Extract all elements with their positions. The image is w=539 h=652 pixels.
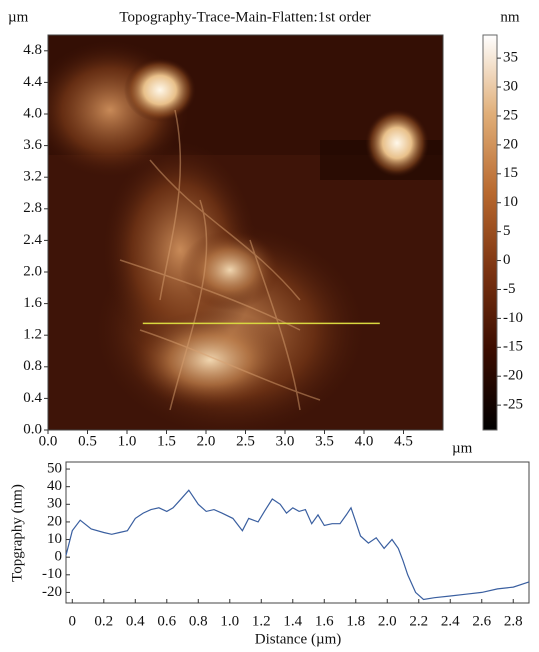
x-tick-label: 2.0 xyxy=(197,433,216,449)
x-tick-label: 1.4 xyxy=(283,613,302,629)
y-tick-label: 4.8 xyxy=(23,42,42,58)
x-tick-label: 2.0 xyxy=(378,613,397,629)
colorbar-tick-label: 15 xyxy=(503,165,518,181)
colorbar-tick-label: 30 xyxy=(503,78,518,94)
y-tick-label: 1.6 xyxy=(23,295,42,311)
colorbar-tick-label: -15 xyxy=(503,339,523,355)
x-tick-label: 2.8 xyxy=(504,613,523,629)
y-tick-label: -10 xyxy=(42,566,62,582)
y-tick-label: 2.0 xyxy=(23,263,42,279)
y-tick-label: 4.0 xyxy=(23,105,42,121)
x-unit: µm xyxy=(452,440,473,456)
colorbar-label: nm xyxy=(500,9,520,25)
y-tick-label: 40 xyxy=(47,478,62,494)
x-tick-label: 1.0 xyxy=(118,433,137,449)
x-tick-label: 2.4 xyxy=(441,613,460,629)
x-tick-label: 0.6 xyxy=(157,613,176,629)
x-tick-label: 0.5 xyxy=(78,433,97,449)
x-tick-label: 0.2 xyxy=(94,613,113,629)
x-tick-label: 2.5 xyxy=(236,433,255,449)
x-tick-label: 3.5 xyxy=(315,433,334,449)
colorbar-tick-label: -5 xyxy=(503,281,516,297)
chart-title: Topography-Trace-Main-Flatten:1st order xyxy=(119,9,370,25)
y-tick-label: 30 xyxy=(47,496,62,512)
y-tick-label: 3.2 xyxy=(23,169,42,185)
x-tick-label: 2.6 xyxy=(472,613,491,629)
x-tick-label: 1.8 xyxy=(346,613,365,629)
y-tick-label: 0 xyxy=(55,549,63,565)
colorbar-tick-label: 35 xyxy=(503,50,518,66)
y-tick-label: 2.4 xyxy=(23,232,42,248)
x-tick-label: 2.2 xyxy=(409,613,428,629)
afm-image xyxy=(48,35,443,430)
plot-frame xyxy=(65,461,530,604)
y-tick-label: 4.4 xyxy=(23,74,42,90)
y-tick-label: 20 xyxy=(47,513,62,529)
x-tick-label: 0 xyxy=(69,613,77,629)
colorbar-tick-label: -20 xyxy=(503,368,523,384)
colorbar-tick-label: 20 xyxy=(503,136,518,152)
x-tick-label: 0.8 xyxy=(189,613,208,629)
colorbar-tick-label: 25 xyxy=(503,107,518,123)
y-tick-label: 0.4 xyxy=(23,390,42,406)
x-tick-label: 3.0 xyxy=(276,433,295,449)
x-tick-label: 0.0 xyxy=(39,433,58,449)
colorbar-tick-label: -25 xyxy=(503,397,523,413)
colorbar-tick-label: -10 xyxy=(503,310,523,326)
y-unit: µm xyxy=(8,9,29,25)
y-tick-label: 0.0 xyxy=(23,421,42,437)
x-tick-label: 1.6 xyxy=(315,613,334,629)
colorbar-tick-label: 10 xyxy=(503,194,518,210)
y-tick-label: 10 xyxy=(47,531,62,547)
x-tick-label: 1.0 xyxy=(220,613,239,629)
x-tick-label: 4.0 xyxy=(355,433,374,449)
colorbar-tick-label: 5 xyxy=(503,223,511,239)
colorbar-tick-label: 0 xyxy=(503,252,511,268)
x-tick-label: 1.5 xyxy=(157,433,176,449)
y-tick-label: 0.8 xyxy=(23,358,42,374)
y-tick-label: 50 xyxy=(47,460,62,476)
y-tick-label: 3.6 xyxy=(23,137,42,153)
x-tick-label: 4.5 xyxy=(394,433,413,449)
x-tick-label: 1.2 xyxy=(252,613,271,629)
y-tick-label: -20 xyxy=(42,584,62,600)
colorbar xyxy=(482,34,498,431)
y-tick-label: 2.8 xyxy=(23,200,42,216)
y-tick-label: 1.2 xyxy=(23,327,42,343)
x-tick-label: 0.4 xyxy=(126,613,145,629)
profile-curve xyxy=(65,489,530,601)
y-axis-label: Topgraphy (nm) xyxy=(9,484,25,582)
x-axis-label: Distance (µm) xyxy=(255,631,342,647)
